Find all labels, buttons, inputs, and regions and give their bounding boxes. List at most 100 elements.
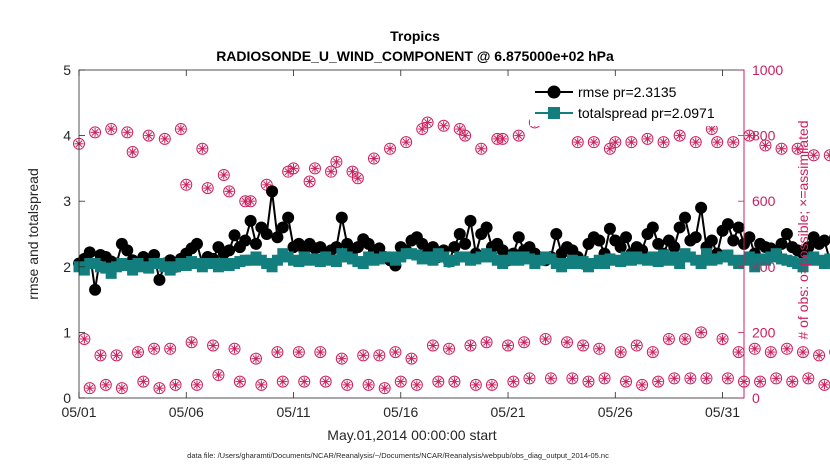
obs-assimilated-point — [337, 354, 347, 364]
obs-assimilated-point — [439, 121, 449, 131]
spread-point — [700, 248, 712, 260]
obs-assimilated-point — [396, 377, 406, 387]
obs-assimilated-point — [750, 344, 760, 354]
obs-assimilated-point — [653, 377, 663, 387]
obs-possible-point — [695, 326, 708, 339]
obs-assimilated-point — [305, 177, 315, 187]
obs-assimilated-point — [648, 347, 658, 357]
obs-assimilated-point — [487, 380, 497, 390]
rmse-point — [244, 214, 257, 227]
obs-possible-point — [780, 342, 793, 355]
obs-assimilated-point — [251, 354, 261, 364]
obs-assimilated-point — [144, 131, 154, 141]
obs-possible-point — [544, 372, 557, 385]
obs-assimilated-point — [165, 344, 175, 354]
obs-assimilated-point — [380, 383, 390, 393]
obs-assimilated-point — [675, 131, 685, 141]
rmse-point — [190, 237, 203, 250]
obs-assimilated-point — [235, 377, 245, 387]
obs-possible-point — [378, 382, 391, 395]
y-axis-label-right: # of obs: o=possible; ×=assimilated — [795, 120, 811, 339]
obs-possible-point — [212, 369, 225, 382]
obs-assimilated-point — [208, 341, 218, 351]
obs-possible-point — [201, 182, 214, 195]
obs-possible-point — [464, 339, 477, 352]
obs-possible-point — [673, 129, 686, 142]
obs-possible-point — [791, 142, 804, 155]
rmse-point — [727, 234, 740, 247]
obs-assimilated-point — [541, 334, 551, 344]
x-axis-label: May.01,2014 00:00:00 start — [327, 427, 497, 443]
rmse-point — [260, 228, 273, 240]
rmse-point — [496, 244, 509, 257]
obs-assimilated-point — [348, 167, 358, 177]
rmse-point — [620, 231, 633, 244]
obs-assimilated-point — [176, 124, 186, 134]
obs-assimilated-point — [101, 380, 111, 390]
obs-possible-point — [587, 136, 600, 149]
obs-possible-point — [228, 342, 241, 355]
obs-possible-point — [700, 372, 713, 385]
obs-possible-point — [335, 352, 348, 365]
spread-point — [652, 256, 664, 268]
rmse-point — [459, 237, 472, 250]
rmse-point — [373, 242, 386, 255]
obs-possible-point — [271, 346, 284, 359]
obs-assimilated-point — [192, 380, 202, 390]
obs-possible-point — [148, 342, 161, 355]
rmse-point — [818, 234, 830, 247]
obs-possible-point — [298, 375, 311, 388]
x-tick-label: 05/06 — [169, 404, 204, 420]
obs-possible-point — [684, 372, 697, 385]
obs-possible-point — [384, 142, 397, 155]
rmse-point — [721, 218, 734, 231]
obs-assimilated-point — [798, 347, 808, 357]
obs-possible-point — [679, 332, 692, 345]
obs-possible-point — [796, 346, 809, 359]
obs-assimilated-point — [331, 157, 341, 167]
obs-possible-point — [303, 175, 316, 188]
obs-assimilated-point — [122, 127, 132, 137]
obs-assimilated-point — [734, 347, 744, 357]
obs-possible-point — [158, 132, 171, 145]
rmse-point — [416, 237, 429, 250]
obs-possible-point — [153, 382, 166, 395]
obs-assimilated-point — [449, 377, 459, 387]
rmse-point — [689, 231, 702, 244]
obs-assimilated-point — [358, 350, 368, 360]
obs-assimilated-point — [374, 350, 384, 360]
obs-possible-point — [169, 378, 182, 391]
obs-assimilated-point — [573, 137, 583, 147]
obs-assimilated-point — [230, 344, 240, 354]
obs-assimilated-point — [718, 334, 728, 344]
spread-point — [127, 264, 139, 276]
obs-possible-point — [341, 378, 354, 391]
obs-possible-point — [630, 339, 643, 352]
spread-point — [668, 251, 680, 263]
obs-assimilated-point — [562, 337, 572, 347]
obs-possible-point — [400, 136, 413, 149]
obs-possible-point — [721, 372, 734, 385]
obs-assimilated-point — [809, 150, 819, 160]
y-tick-label-left: 0 — [63, 390, 71, 406]
obs-possible-point — [164, 342, 177, 355]
obs-possible-point — [421, 116, 434, 129]
obs-assimilated-point — [503, 341, 513, 351]
obs-possible-point — [716, 332, 729, 345]
rmse-point — [695, 201, 708, 214]
obs-assimilated-point — [326, 167, 336, 177]
obs-assimilated-point — [728, 137, 738, 147]
ticks-layer: 05/01 05/06 05/11 05/16 05/21 05/26 05/31 0 1 2 3 4… — [61, 62, 783, 420]
obs-assimilated-point — [364, 380, 374, 390]
rmse-point — [314, 241, 327, 254]
y-tick-label-right: 800 — [752, 128, 776, 144]
obs-assimilated-point — [707, 124, 717, 134]
obs-assimilated-point — [787, 377, 797, 387]
obs-possible-point — [89, 126, 102, 139]
obs-possible-point — [426, 339, 439, 352]
spread-point — [674, 258, 686, 270]
obs-possible-point — [190, 378, 203, 391]
rmse-point — [512, 231, 525, 244]
obs-assimilated-point — [138, 377, 148, 387]
obs-assimilated-point — [283, 167, 293, 177]
